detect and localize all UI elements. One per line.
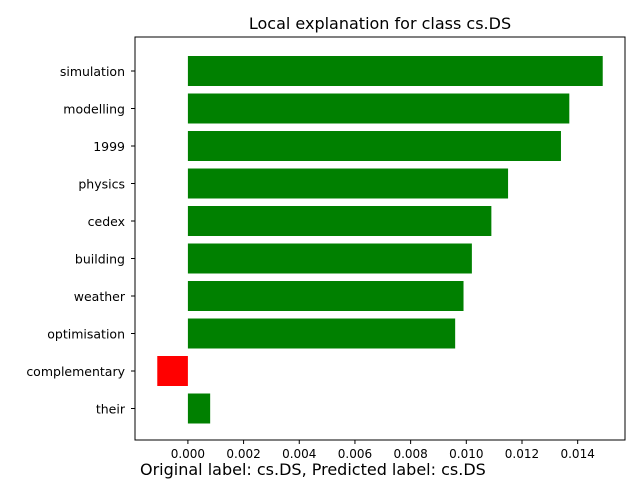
bar-building <box>187 243 472 274</box>
bar-modelling <box>187 93 570 124</box>
y-axis: simulation modelling 1999 physics cedex build… <box>26 64 135 417</box>
y-tick-label: their <box>96 402 126 417</box>
bar-physics <box>187 168 509 199</box>
y-tick-label: simulation <box>60 64 125 79</box>
chart-title: Local explanation for class cs.DS <box>249 14 511 33</box>
x-tick-label: 0.004 <box>282 447 316 461</box>
x-tick-label: 0.006 <box>338 447 372 461</box>
bar-simulation <box>187 56 603 86</box>
y-tick-label: building <box>75 252 125 267</box>
x-tick-label: 0.002 <box>226 447 260 461</box>
x-tick-label: 0.000 <box>171 447 205 461</box>
bar-their <box>187 393 211 424</box>
bar-complementary <box>157 356 188 386</box>
y-tick-label: cedex <box>88 214 125 229</box>
x-tick-label: 0.012 <box>505 447 539 461</box>
chart-caption: Original label: cs.DS, Predicted label: … <box>140 460 486 479</box>
x-tick-label: 0.010 <box>449 447 483 461</box>
y-tick-label: modelling <box>63 102 125 117</box>
y-tick-label: optimisation <box>47 327 125 342</box>
y-tick-label: weather <box>74 289 126 304</box>
bar-cedex <box>187 206 492 236</box>
bar-1999 <box>187 131 561 161</box>
bars-group <box>157 56 603 424</box>
x-tick-label: 0.014 <box>560 447 594 461</box>
y-tick-label: physics <box>78 177 125 192</box>
y-tick-label: complementary <box>26 364 125 379</box>
bar-weather <box>187 281 464 311</box>
bar-optimisation <box>187 318 456 349</box>
x-axis: 0.000 0.002 0.004 0.006 0.008 0.010 0.012 0.014 <box>171 440 595 461</box>
y-tick-label: 1999 <box>93 139 125 154</box>
plot-frame <box>134 36 626 441</box>
x-tick-label: 0.008 <box>393 447 427 461</box>
